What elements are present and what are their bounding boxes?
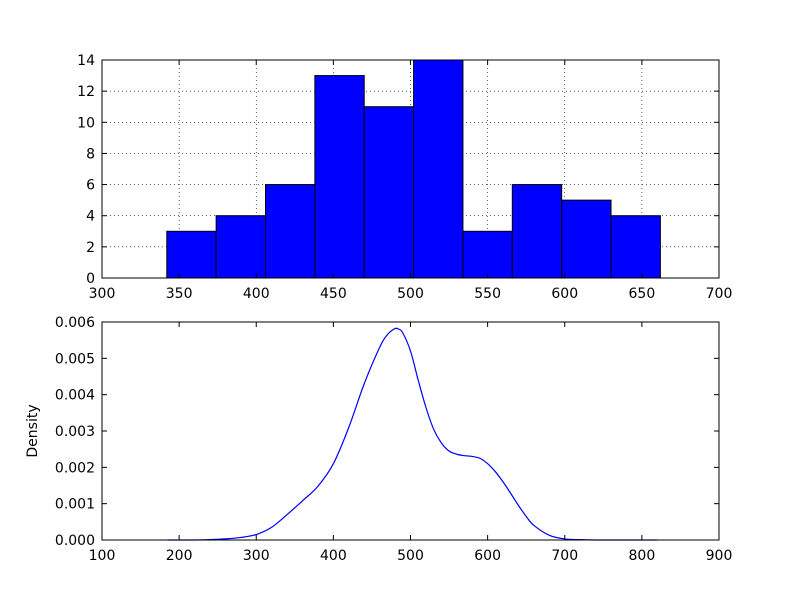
histogram-y-tick-label: 8 xyxy=(86,146,95,162)
histogram-bar xyxy=(363,106,415,279)
histogram-y-tick-label: 2 xyxy=(86,240,95,256)
histogram-x-tick-label: 650 xyxy=(629,286,656,302)
density-y-tick-label: 0.006 xyxy=(55,315,95,331)
density-y-axis-label: Density xyxy=(25,404,41,457)
density-y-tick-label: 0.003 xyxy=(55,424,95,440)
histogram-x-tick-label: 700 xyxy=(706,286,733,302)
density-y-tick-label: 0.001 xyxy=(55,497,95,513)
histogram-bar xyxy=(265,184,316,279)
density-ticks: 100 200 300 400 500 600 700 800 900 0.000 0.001 0.0… xyxy=(55,315,732,564)
density-subplot: 100 200 300 400 500 600 700 800 900 0.000 0.001 0.0… xyxy=(25,315,732,564)
density-x-tick-label: 400 xyxy=(320,548,347,564)
density-line xyxy=(167,327,658,541)
density-y-tick-label: 0.002 xyxy=(55,460,95,476)
histogram-bar xyxy=(462,230,513,279)
histogram-y-tick-label: 4 xyxy=(86,209,95,225)
histogram-bar xyxy=(610,215,661,279)
histogram-x-tick-label: 350 xyxy=(166,286,193,302)
histogram-y-tick-label: 12 xyxy=(77,84,95,100)
histogram-bar xyxy=(561,199,612,279)
density-x-tick-label: 900 xyxy=(706,548,733,564)
density-x-tick-label: 800 xyxy=(629,548,656,564)
density-x-tick-label: 300 xyxy=(243,548,270,564)
histogram-x-tick-label: 400 xyxy=(243,286,270,302)
histogram-x-tick-label: 600 xyxy=(551,286,578,302)
density-y-tick-label: 0.000 xyxy=(55,533,95,549)
histogram-bar xyxy=(314,75,365,279)
histogram-x-tick-label: 300 xyxy=(89,286,116,302)
density-x-tick-label: 500 xyxy=(397,548,424,564)
histogram-x-tick-label: 550 xyxy=(474,286,501,302)
histogram-bar xyxy=(166,230,217,279)
histogram-y-tick-label: 6 xyxy=(86,178,95,194)
histogram-bar xyxy=(215,215,267,279)
histogram-bar xyxy=(511,184,563,279)
histogram-bar xyxy=(413,59,464,279)
density-x-tick-label: 600 xyxy=(474,548,501,564)
histogram-y-tick-label: 0 xyxy=(86,271,95,287)
density-y-tick-label: 0.005 xyxy=(55,351,95,367)
histogram-y-tick-label: 10 xyxy=(77,115,95,131)
density-x-tick-label: 100 xyxy=(89,548,116,564)
histogram-subplot: 300 350 400 450 500 550 600 650 700 0 2 4 6 8 10 12 14 xyxy=(77,53,732,302)
histogram-bars xyxy=(166,59,661,279)
density-x-tick-label: 700 xyxy=(551,548,578,564)
density-y-tick-label: 0.004 xyxy=(55,388,95,404)
histogram-y-tick-label: 14 xyxy=(77,53,95,69)
histogram-x-tick-label: 500 xyxy=(397,286,424,302)
histogram-x-tick-label: 450 xyxy=(320,286,347,302)
density-x-tick-label: 200 xyxy=(166,548,193,564)
histogram-ticks: 300 350 400 450 500 550 600 650 700 0 2 4 6 8 10 12 14 xyxy=(77,53,732,302)
